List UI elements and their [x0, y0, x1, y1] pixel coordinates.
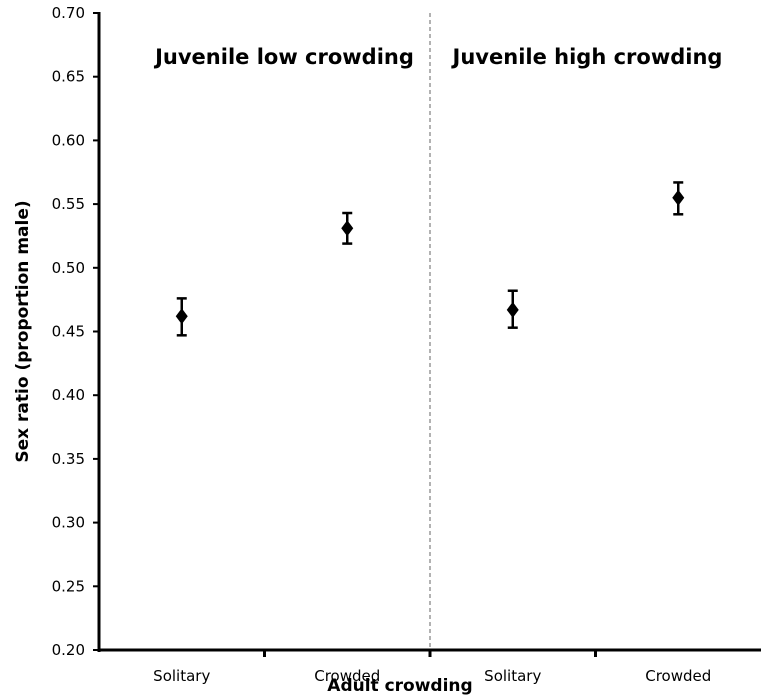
diamond-marker [341, 220, 354, 237]
y-axis-title: Sex ratio (proportion male) [13, 200, 33, 462]
y-tick-label: 0.65 [52, 68, 85, 86]
x-tick-label: Solitary [484, 667, 541, 685]
y-tick-label: 0.25 [52, 577, 85, 595]
x-axis-title: Adult crowding [327, 676, 472, 696]
y-tick-label: 0.30 [52, 514, 85, 532]
y-tick-label: 0.35 [52, 450, 85, 468]
data-point [672, 181, 685, 216]
y-tick-label: 0.45 [52, 323, 85, 341]
data-point [506, 289, 519, 329]
y-tick-label: 0.70 [52, 4, 85, 22]
panel-label-low: Juvenile low crowding [153, 45, 414, 69]
diamond-marker [672, 189, 685, 206]
diamond-marker [506, 301, 519, 318]
x-tick-label: Solitary [153, 667, 210, 685]
data-points [175, 181, 685, 337]
y-tick-label: 0.40 [52, 386, 85, 404]
data-point [175, 297, 188, 337]
y-tick-label: 0.20 [52, 641, 85, 659]
panel-label-high: Juvenile high crowding [451, 45, 723, 69]
x-tick-label: Crowded [645, 667, 711, 685]
data-point [341, 211, 354, 245]
y-tick-label: 0.55 [52, 195, 85, 213]
diamond-marker [175, 308, 188, 325]
y-tick-label: 0.50 [52, 259, 85, 277]
y-axis-ticks: 0.20 0.25 0.30 0.35 0.40 0.45 0.50 0.55 0.60 0.65… [52, 4, 99, 659]
y-tick-label: 0.60 [52, 131, 85, 149]
x-tick-label: Crowded [314, 667, 380, 685]
